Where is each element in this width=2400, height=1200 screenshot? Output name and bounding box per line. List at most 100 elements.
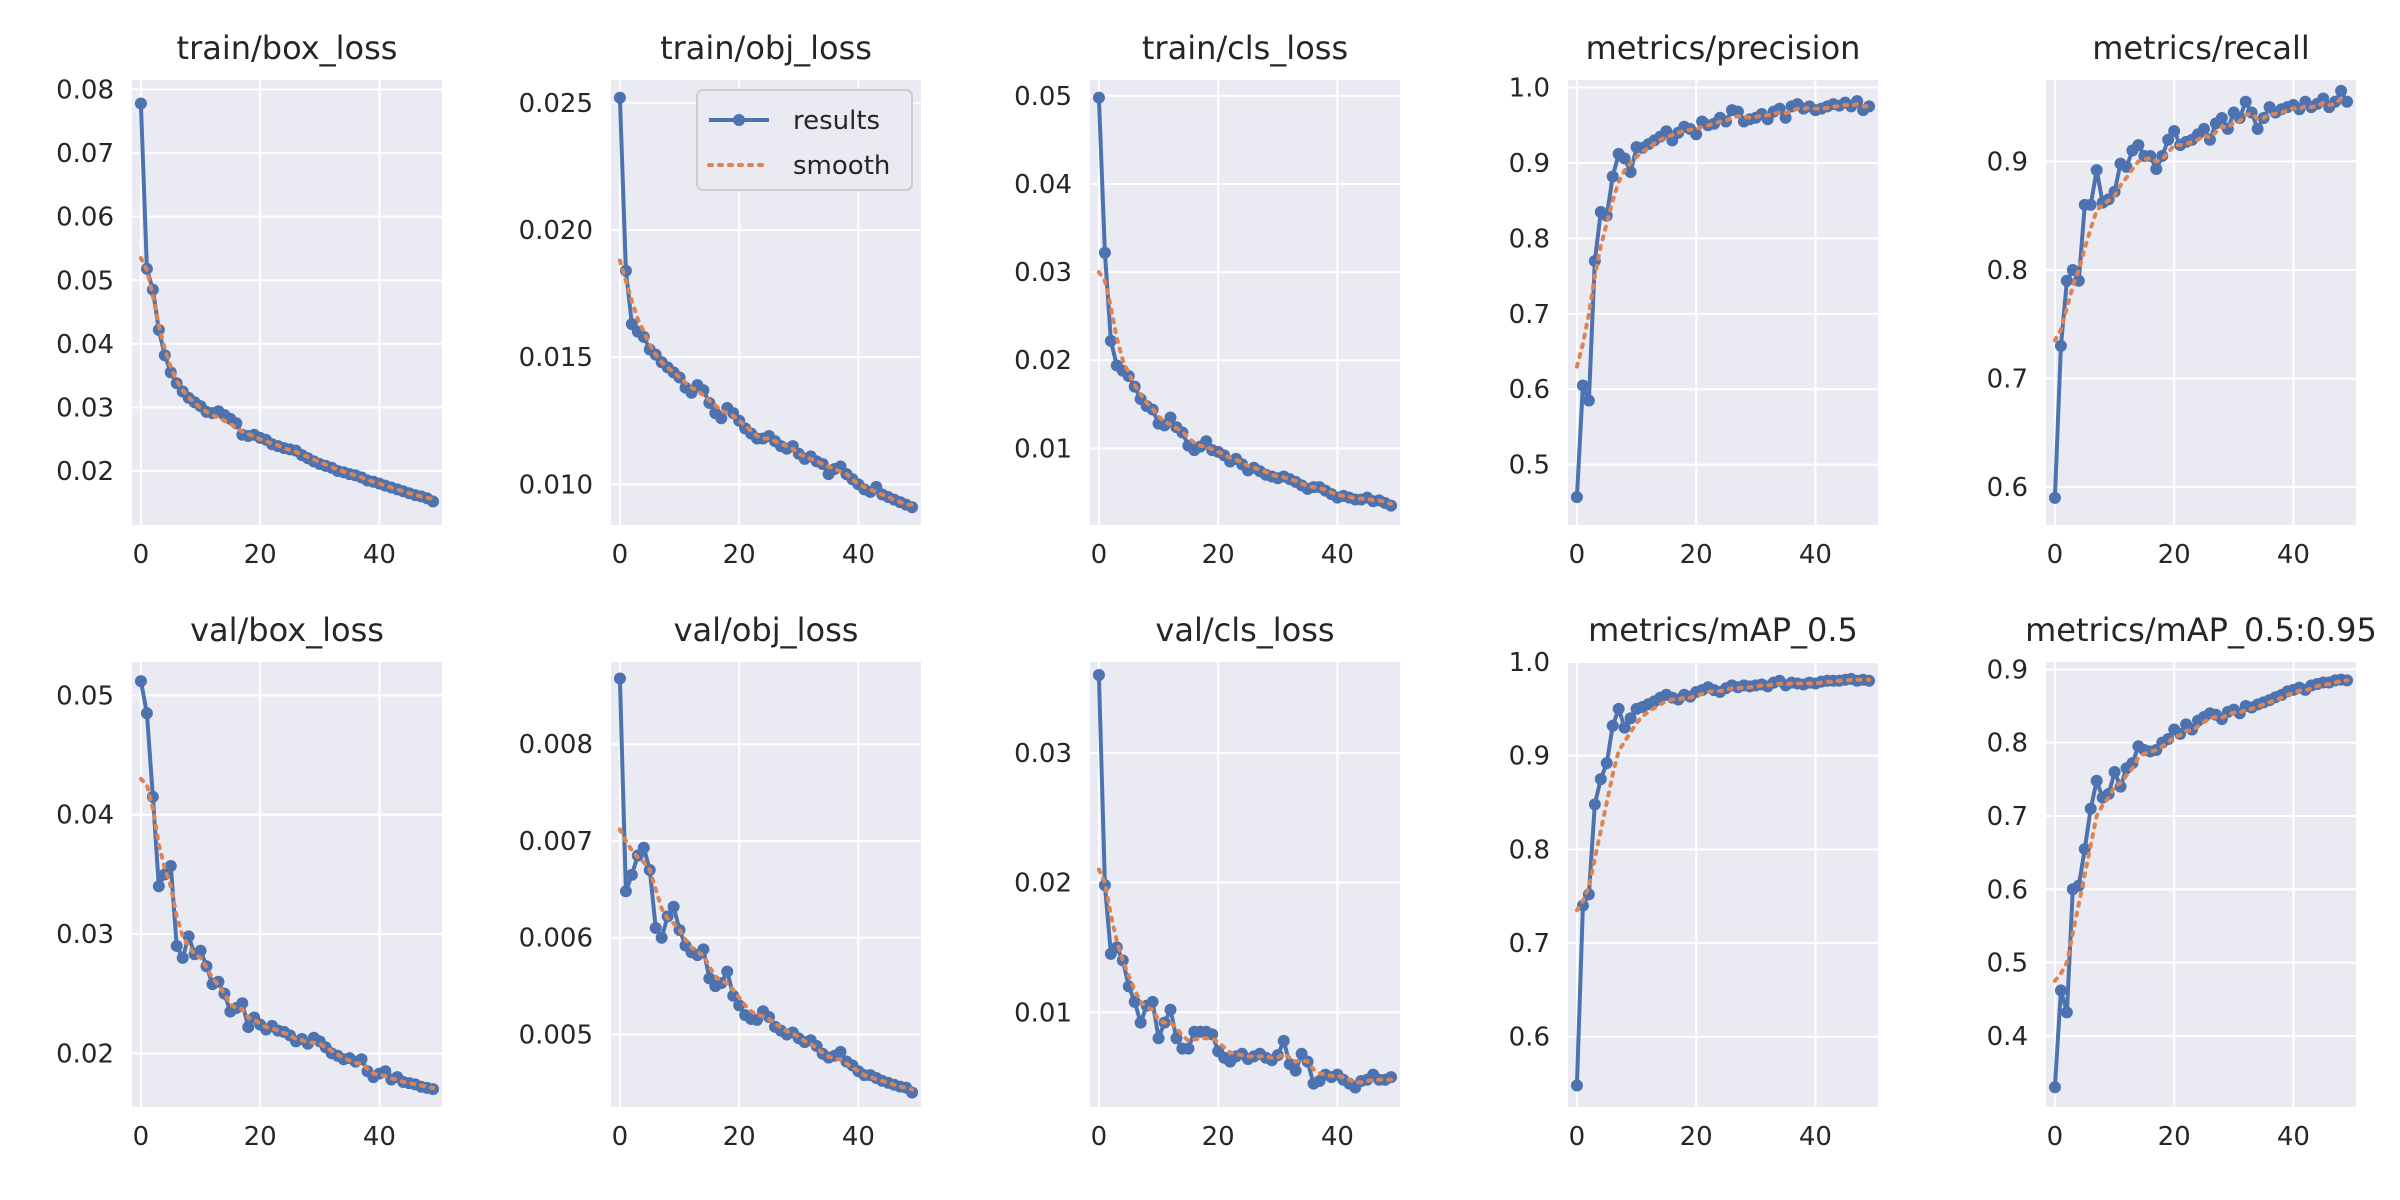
- results-point: [2215, 111, 2228, 124]
- results-point: [2317, 92, 2330, 105]
- results-point: [134, 675, 147, 688]
- smooth-line: [617, 258, 915, 507]
- results-point: [1570, 1079, 1583, 1092]
- results-point: [1182, 1042, 1195, 1055]
- chart-panel: 0 20 40 0.005 0.006 0.007 0.008 val/obj_loss: [519, 611, 921, 1152]
- results-point: [1624, 712, 1637, 725]
- chart-panel: 0 20 40 0.02 0.03 0.04 0.05 0.06 0.07 0.08 train/b…: [56, 29, 442, 570]
- results-point: [1594, 773, 1607, 786]
- results-point: [2048, 1081, 2061, 1094]
- chart-title: val/cls_loss: [1155, 611, 1334, 649]
- x-tick-label: 40: [842, 1122, 875, 1152]
- results-point: [1206, 1028, 1219, 1041]
- results-point: [619, 885, 632, 898]
- y-tick-label: 0.006: [519, 924, 593, 954]
- y-tick-label: 0.7: [1987, 364, 2028, 394]
- plot-background: [132, 80, 442, 525]
- smooth-line: [617, 827, 915, 1092]
- results-point: [721, 965, 734, 978]
- smooth-line: [2052, 96, 2350, 343]
- y-tick-label: 0.6: [1509, 375, 1550, 405]
- y-tick-label: 0.04: [56, 330, 114, 360]
- chart-title: metrics/precision: [1586, 29, 1861, 67]
- chart-title: val/obj_loss: [674, 611, 859, 649]
- y-tick-label: 0.7: [1509, 300, 1550, 330]
- x-tick-label: 20: [1680, 540, 1713, 570]
- y-tick-label: 0.5: [1987, 949, 2028, 979]
- y-tick-label: 0.05: [56, 681, 114, 711]
- results-point: [637, 841, 650, 854]
- y-tick-label: 0.5: [1509, 451, 1550, 481]
- results-point: [2084, 802, 2097, 815]
- results-point: [1134, 1016, 1147, 1029]
- results-point: [1618, 152, 1631, 165]
- smooth-line: [2052, 678, 2350, 983]
- x-tick-label: 40: [363, 540, 396, 570]
- results-point: [2162, 133, 2175, 146]
- x-tick-label: 40: [2277, 1122, 2310, 1152]
- x-tick-label: 20: [244, 540, 277, 570]
- results-point: [1164, 411, 1177, 424]
- y-tick-label: 0.8: [1509, 224, 1550, 254]
- results-point: [2054, 984, 2067, 997]
- y-tick-label: 0.9: [1509, 742, 1550, 772]
- y-tick-label: 0.04: [56, 801, 114, 831]
- y-tick-label: 0.8: [1987, 729, 2028, 759]
- results-point: [1146, 995, 1159, 1008]
- results-point: [1618, 721, 1631, 734]
- chart-panel: 0 20 40 0.6 0.7 0.8 0.9 1.0 metrics/mAP_0.5: [1509, 611, 1878, 1152]
- x-tick-label: 20: [2158, 540, 2191, 570]
- y-tick-label: 0.08: [56, 76, 114, 106]
- x-tick-label: 20: [723, 540, 756, 570]
- x-tick-label: 0: [1091, 1122, 1108, 1152]
- chart-panel: 0 20 40 0.02 0.03 0.04 0.05 val/box_loss: [56, 611, 442, 1152]
- smooth-line: [138, 776, 436, 1090]
- results-point: [134, 97, 147, 110]
- y-tick-label: 0.04: [1014, 170, 1072, 200]
- x-tick-label: 20: [1680, 1122, 1713, 1152]
- results-point: [164, 860, 177, 873]
- y-tick-label: 0.6: [1987, 875, 2028, 905]
- y-tick-label: 0.02: [56, 457, 114, 487]
- results-point: [1092, 91, 1105, 104]
- x-tick-label: 20: [1202, 540, 1235, 570]
- y-tick-label: 0.6: [1987, 473, 2028, 503]
- x-tick-label: 20: [2158, 1122, 2191, 1152]
- x-tick-label: 0: [133, 1122, 150, 1152]
- results-point: [176, 951, 189, 964]
- chart-panel: 0 20 40 0.01 0.02 0.03 val/cls_loss: [1014, 611, 1400, 1152]
- results-point: [2233, 111, 2246, 124]
- x-tick-label: 40: [1321, 1122, 1354, 1152]
- x-tick-label: 0: [133, 540, 150, 570]
- x-tick-label: 0: [1091, 540, 1108, 570]
- results-point: [2048, 491, 2061, 504]
- chart-title: metrics/recall: [2092, 29, 2310, 67]
- x-tick-label: 0: [612, 540, 629, 570]
- results-point: [1731, 105, 1744, 118]
- results-point: [2335, 84, 2348, 97]
- chart-title: metrics/mAP_0.5: [1588, 611, 1858, 649]
- results-point: [1863, 100, 1876, 113]
- y-tick-label: 0.8: [1509, 835, 1550, 865]
- y-tick-label: 0.010: [519, 470, 593, 500]
- y-tick-label: 0.005: [519, 1020, 593, 1050]
- results-point: [242, 1021, 255, 1034]
- y-tick-label: 0.007: [519, 827, 593, 857]
- results-point: [2156, 149, 2169, 162]
- x-tick-label: 40: [842, 540, 875, 570]
- x-tick-label: 40: [1799, 540, 1832, 570]
- x-tick-label: 0: [2047, 1122, 2064, 1152]
- y-tick-label: 0.9: [1987, 655, 2028, 685]
- results-point: [1152, 1032, 1165, 1045]
- results-point: [236, 997, 249, 1010]
- legend-smooth-label: smooth: [793, 151, 890, 181]
- plot-background: [1090, 662, 1400, 1107]
- results-point: [1170, 1032, 1183, 1045]
- results-point: [194, 944, 207, 957]
- x-tick-label: 40: [2277, 540, 2310, 570]
- y-tick-label: 0.06: [56, 203, 114, 233]
- results-point: [1289, 1064, 1302, 1077]
- legend-results-label: results: [793, 106, 880, 136]
- y-tick-label: 0.02: [1014, 869, 1072, 899]
- results-point: [2060, 1006, 2073, 1019]
